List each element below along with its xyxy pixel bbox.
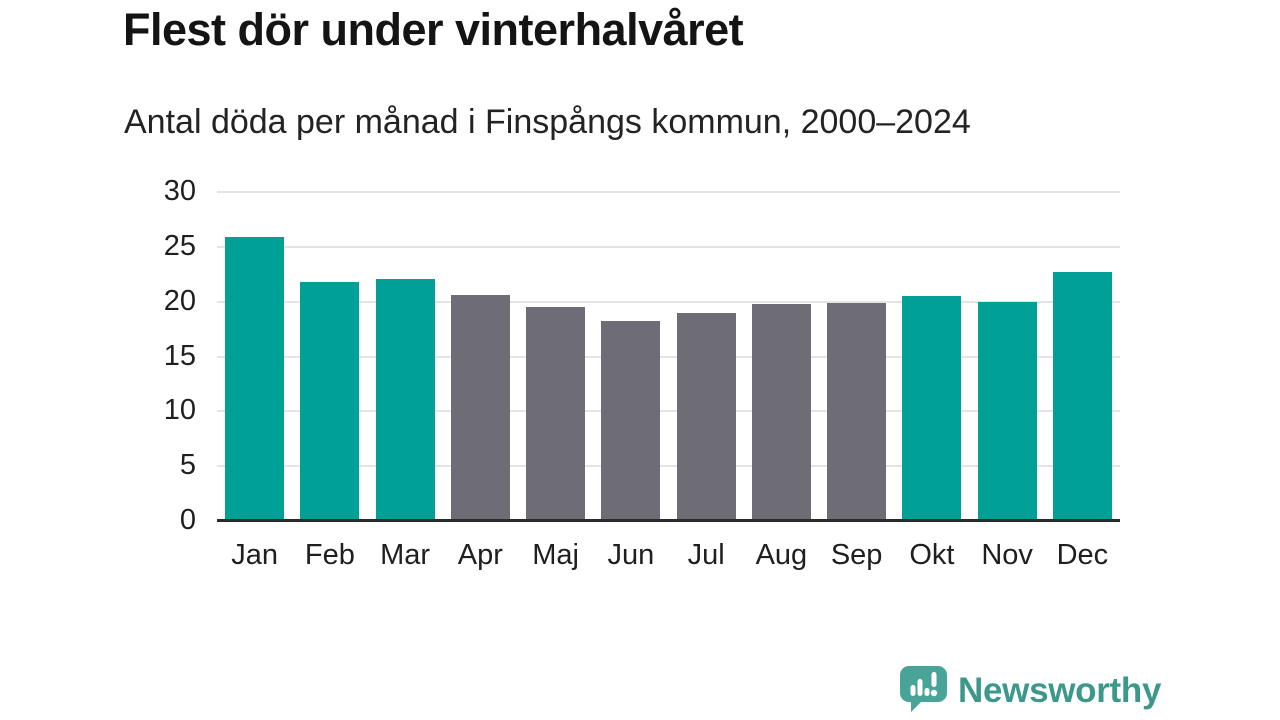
- x-tick-label-sep: Sep: [830, 539, 883, 571]
- logo-exclamation-dot: [930, 689, 938, 697]
- gridline-15: [217, 355, 1120, 358]
- newsworthy-logo-icon: [900, 666, 947, 712]
- chart-subtitle: Antal döda per månad i Finspångs kommun,…: [124, 103, 971, 141]
- chart-title: Flest dör under vinterhalvåret: [123, 4, 744, 55]
- x-tick-label-maj: Maj: [532, 539, 579, 571]
- bar-apr: [450, 295, 510, 521]
- bar-okt: [902, 296, 962, 521]
- gridline-5: [217, 465, 1120, 468]
- bar-jul: [676, 312, 736, 521]
- logo-bar-1: [910, 685, 916, 696]
- bar-sep: [827, 302, 887, 521]
- bar-maj: [526, 307, 586, 521]
- bar-jun: [601, 321, 661, 521]
- bar-feb: [300, 281, 360, 521]
- x-tick-label-dec: Dec: [1056, 539, 1109, 571]
- x-tick-label-jun: Jun: [607, 539, 655, 571]
- bar-aug: [751, 303, 811, 521]
- bar-mar: [375, 278, 435, 521]
- logo-exclamation-bar: [931, 672, 937, 687]
- y-tick-label-25: 25: [163, 229, 196, 262]
- gridline-10: [217, 410, 1120, 413]
- logo-bar-2: [917, 679, 923, 696]
- gridline-20: [217, 300, 1120, 303]
- x-tick-label-feb: Feb: [304, 539, 355, 571]
- y-tick-label-30: 30: [163, 174, 196, 207]
- y-tick-label-10: 10: [163, 394, 196, 427]
- x-tick-label-nov: Nov: [981, 539, 1033, 571]
- x-tick-label-aug: Aug: [755, 539, 808, 571]
- y-tick-label-15: 15: [163, 339, 196, 372]
- x-tick-label-okt: Okt: [909, 539, 955, 571]
- gridline-25: [217, 245, 1120, 248]
- x-tick-label-apr: Apr: [457, 539, 503, 571]
- bar-nov: [977, 301, 1037, 521]
- y-tick-label-0: 0: [179, 503, 196, 536]
- y-tick-label-20: 20: [163, 284, 196, 317]
- logo-bar-3: [924, 688, 930, 696]
- gridline-30: [217, 191, 1120, 193]
- y-tick-label-5: 5: [179, 449, 196, 482]
- plot-area: [217, 191, 1120, 522]
- x-tick-label-jan: Jan: [231, 539, 279, 571]
- x-axis-line: [217, 519, 1120, 522]
- bar-jan: [225, 236, 285, 521]
- brand-wordmark: Newsworthy: [958, 671, 1162, 710]
- branding: Newsworthy: [900, 666, 1161, 713]
- bar-dec: [1052, 272, 1112, 521]
- x-tick-label-jul: Jul: [687, 539, 725, 571]
- x-tick-label-mar: Mar: [380, 539, 431, 571]
